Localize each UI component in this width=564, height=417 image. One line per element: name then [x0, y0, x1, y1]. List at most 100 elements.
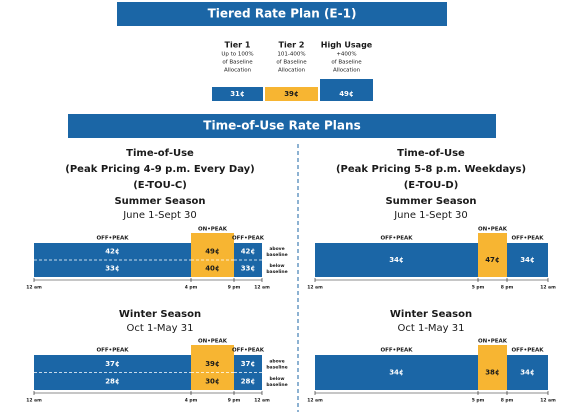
baseline-label: above [269, 246, 284, 252]
period-segment [191, 233, 234, 277]
period-label: ON•PEAK [478, 339, 508, 345]
period-label: ON•PEAK [478, 227, 508, 233]
baseline-label: baseline [266, 252, 287, 258]
season-dates: June 1-Sept 30 [393, 210, 468, 221]
banner-title: Time-of-Use Rate Plans [203, 119, 360, 133]
time-label: 12 am [540, 398, 556, 404]
banner [68, 114, 496, 138]
tier-desc: Allocation [333, 68, 361, 74]
season-name: Summer Season [114, 196, 205, 207]
rate: 37¢ [241, 360, 256, 368]
plan-heading: Time-of-Use [397, 148, 465, 159]
tier-bar [265, 87, 318, 101]
tier-desc: Up to 100% [221, 52, 253, 58]
period-label: OFF•PEAK [380, 236, 413, 242]
time-label: 12 am [254, 285, 270, 291]
rate: 42¢ [241, 248, 256, 256]
tier-bar [212, 87, 263, 101]
tier-desc: of Baseline [222, 60, 253, 66]
time-label: 4 pm [185, 398, 198, 404]
period-segment [315, 355, 478, 390]
rate: 38¢ [485, 369, 500, 377]
season-dates: June 1-Sept 30 [122, 210, 197, 221]
baseline-label: baseline [266, 382, 287, 388]
tier-desc: +400% [336, 52, 356, 58]
season-name: Winter Season [119, 309, 201, 320]
tier-desc: 101-400% [277, 52, 305, 58]
baseline-label: below [269, 263, 284, 269]
rate: 34¢ [389, 369, 404, 377]
tier-desc: of Baseline [276, 60, 307, 66]
rate: 37¢ [105, 360, 120, 368]
tier-name: Tier 1 [225, 41, 251, 50]
season-dates: Oct 1-May 31 [397, 323, 464, 334]
tier-desc: of Baseline [331, 60, 362, 66]
banner-title: Tiered Rate Plan (E-1) [208, 7, 357, 21]
period-segment [234, 243, 262, 277]
period-segment [191, 345, 234, 390]
tier-desc: Allocation [278, 68, 306, 74]
rate: 49¢ [205, 248, 220, 256]
period-label: ON•PEAK [198, 227, 228, 233]
rate: 34¢ [520, 369, 535, 377]
period-segment [234, 355, 262, 390]
period-label: OFF•PEAK [511, 348, 544, 354]
tier-rate: 39¢ [284, 90, 299, 98]
time-label: 12 am [26, 285, 42, 291]
plan-code: (E-TOU-C) [133, 180, 187, 191]
period-label: OFF•PEAK [232, 348, 265, 354]
rate: 34¢ [389, 256, 404, 264]
rate: 39¢ [205, 360, 220, 368]
time-label: 12 am [307, 285, 323, 291]
period-segment [507, 355, 548, 390]
time-label: 12 am [26, 398, 42, 404]
period-segment [478, 345, 507, 390]
time-label: 4 pm [185, 285, 198, 291]
period-segment [507, 243, 548, 277]
rate: 30¢ [205, 377, 220, 385]
tier-name: Tier 2 [279, 41, 305, 50]
rate: 28¢ [241, 377, 256, 385]
baseline-label: below [269, 376, 284, 382]
time-label: 8 pm [501, 285, 514, 291]
time-label: 5 pm [472, 285, 485, 291]
period-label: ON•PEAK [198, 339, 228, 345]
rate: 34¢ [520, 256, 535, 264]
period-segment [315, 243, 478, 277]
period-label: OFF•PEAK [96, 236, 129, 242]
season-name: Winter Season [390, 309, 472, 320]
tier-bar [320, 79, 373, 101]
plan-subheading: (Peak Pricing 5-8 p.m. Weekdays) [336, 164, 526, 175]
tier-rate: 31¢ [230, 90, 245, 98]
tier-desc: Allocation [224, 68, 252, 74]
tier-name: High Usage [321, 41, 373, 50]
time-label: 9 pm [228, 285, 241, 291]
time-label: 5 pm [472, 398, 485, 404]
period-label: OFF•PEAK [380, 348, 413, 354]
rate: 42¢ [105, 248, 120, 256]
plan-code: (E-TOU-D) [404, 180, 459, 191]
rate: 40¢ [205, 265, 220, 273]
period-label: OFF•PEAK [511, 236, 544, 242]
rate: 47¢ [485, 256, 500, 264]
season-name: Summer Season [385, 196, 476, 207]
period-label: OFF•PEAK [96, 348, 129, 354]
time-label: 12 am [540, 285, 556, 291]
baseline-label: baseline [266, 364, 287, 370]
time-label: 9 pm [228, 398, 241, 404]
period-segment [478, 233, 507, 277]
time-label: 12 am [254, 398, 270, 404]
season-dates: Oct 1-May 31 [126, 323, 193, 334]
rate: 33¢ [241, 265, 256, 273]
plan-heading: Time-of-Use [126, 148, 194, 159]
time-label: 12 am [307, 398, 323, 404]
period-label: OFF•PEAK [232, 236, 265, 242]
plan-subheading: (Peak Pricing 4-9 p.m. Every Day) [65, 164, 254, 175]
time-label: 8 pm [501, 398, 514, 404]
banner [117, 2, 447, 26]
tier-rate: 49¢ [339, 90, 354, 98]
baseline-label: baseline [266, 269, 287, 275]
rate: 28¢ [105, 377, 120, 385]
rate: 33¢ [105, 265, 120, 273]
